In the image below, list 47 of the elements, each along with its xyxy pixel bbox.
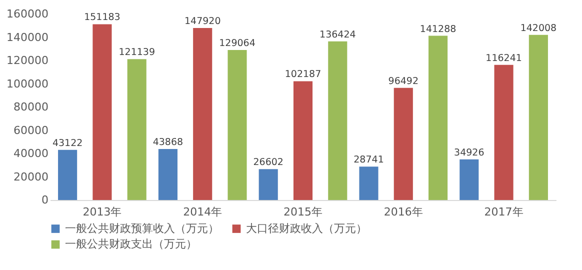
x-tick-label: 2013年	[82, 206, 122, 218]
bar	[158, 149, 178, 200]
legend-label: 大口径财政收入（万元）	[246, 222, 367, 235]
data-label: 43868	[152, 137, 184, 148]
x-tick-label: 2017年	[484, 206, 524, 218]
data-label: 141288	[420, 24, 456, 35]
y-tick-label: 60000	[14, 124, 48, 137]
bar	[293, 81, 313, 200]
data-label: 116241	[486, 52, 522, 64]
x-tick-label: 2014年	[183, 206, 222, 218]
data-label: 43122	[52, 138, 83, 149]
bar	[394, 88, 413, 200]
data-label: 129064	[219, 38, 256, 49]
data-label: 147920	[184, 16, 221, 28]
data-label: 142008	[520, 22, 557, 34]
y-tick-label: 80000	[14, 100, 48, 114]
data-label: 136424	[320, 29, 356, 40]
y-tick-label: 160000	[6, 8, 48, 20]
legend-label: 一般公共财政支出（万元）	[65, 238, 197, 250]
data-label: 26602	[253, 157, 284, 168]
bar	[328, 41, 348, 200]
y-tick-label: 120000	[6, 54, 48, 67]
data-label: 151183	[84, 12, 120, 24]
bar	[258, 169, 278, 200]
y-tick-label: 140000	[6, 30, 48, 44]
bar	[58, 150, 78, 200]
y-tick-label: 40000	[14, 147, 48, 160]
bar	[92, 24, 112, 200]
bar	[193, 28, 212, 200]
bar	[228, 50, 247, 200]
y-tick-label: 20000	[14, 170, 48, 184]
data-label: 102187	[284, 69, 322, 80]
y-tick-label: 100000	[6, 77, 48, 90]
data-label: 96492	[388, 76, 419, 87]
legend-label: 一般公共财政预算收入（万元）	[65, 222, 219, 235]
x-tick-label: 2015年	[284, 206, 322, 218]
bar	[127, 59, 146, 200]
data-label: 34926	[454, 147, 484, 158]
bar	[460, 159, 479, 200]
bar	[494, 64, 514, 200]
x-tick-label: 2016年	[384, 206, 423, 218]
bar	[428, 36, 448, 200]
data-label: 121139	[118, 47, 155, 58]
bar	[528, 34, 548, 200]
y-tick-label: 0	[42, 194, 48, 206]
data-label: 28741	[354, 154, 384, 166]
bar	[359, 166, 378, 200]
